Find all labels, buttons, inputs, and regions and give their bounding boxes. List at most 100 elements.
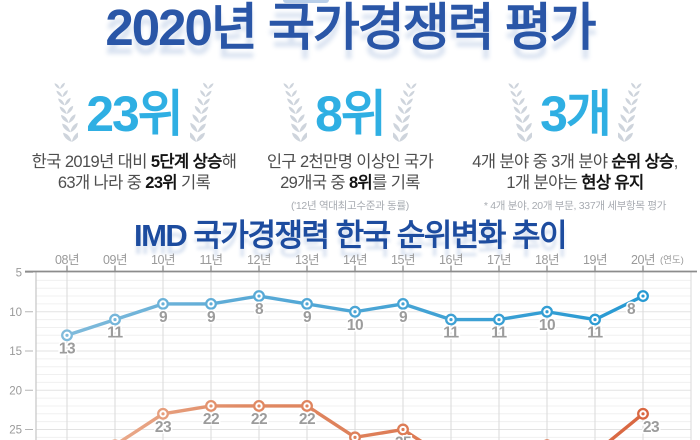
laurel-leaf xyxy=(635,83,642,89)
data-point-center xyxy=(593,318,597,322)
laurel-leaf xyxy=(63,132,73,142)
x-tick-label: 18년 xyxy=(535,253,559,267)
laurel-leaf xyxy=(190,122,198,133)
laurel-leaf xyxy=(518,97,525,106)
laurel-leaf xyxy=(200,106,209,114)
laurel-leaf xyxy=(199,90,206,97)
value-label: 25 xyxy=(395,435,412,440)
laurel-leaf xyxy=(406,98,413,106)
laurel-leaf xyxy=(205,90,212,97)
stat-block-sectors-up: 3개 4개 분야 중 3개 분야 순위 상승, 1개 분야는 현상 유지 * 4개… xyxy=(452,80,698,213)
laurel-leaf xyxy=(189,131,196,142)
laurel-branch xyxy=(392,82,417,142)
laurel-leaf xyxy=(524,122,532,133)
laurel-branch xyxy=(283,82,308,142)
stat-desc: 인구 2천만명 이상인 국가 29개국 중 8위를 기록 xyxy=(250,152,450,194)
laurel-leaf xyxy=(195,132,205,142)
laurel-leaf xyxy=(292,132,301,142)
laurel-leaf xyxy=(393,122,401,133)
data-point-center xyxy=(545,310,549,314)
y-tick-label: 15 xyxy=(9,346,22,358)
x-tick-label: 10년 xyxy=(151,253,175,267)
laurel-leaf xyxy=(515,114,523,123)
laurel-leaf xyxy=(59,106,68,114)
laurel-leaf xyxy=(287,98,294,106)
laurel-leaf xyxy=(402,114,410,123)
x-tick-label: 09년 xyxy=(103,253,127,267)
x-tick-label: 15년 xyxy=(391,253,415,267)
laurel-leaf xyxy=(400,123,409,133)
laurel-branch xyxy=(54,82,79,142)
laurel-leaf xyxy=(61,114,69,123)
value-label: 9 xyxy=(303,309,312,326)
laurel-leaf xyxy=(395,114,403,123)
top-ribbon-decoration xyxy=(283,0,329,3)
stat-head: 23위 xyxy=(12,80,256,148)
data-point-center xyxy=(257,294,261,298)
laurel-leaf xyxy=(54,83,61,89)
value-label: 11 xyxy=(587,325,603,342)
value-label: 22 xyxy=(299,411,315,428)
value-label: 11 xyxy=(107,325,123,342)
data-point-center xyxy=(497,318,501,322)
value-label: 22 xyxy=(203,411,219,428)
data-point-center xyxy=(65,333,69,337)
stat-desc-line: 63개 나라 중 23위 기록 xyxy=(57,174,211,192)
laurel-leaf xyxy=(625,123,634,133)
stat-head: 8위 xyxy=(250,80,450,148)
value-label: 23 xyxy=(643,419,660,436)
value-label: 9 xyxy=(399,309,408,326)
laurel-leaf xyxy=(624,132,633,142)
laurel-leaf xyxy=(295,105,303,114)
laurel-leaf xyxy=(516,123,525,133)
laurel-leaf xyxy=(290,114,298,123)
y-tick-label: 10 xyxy=(9,307,22,319)
stats-section: 23위 한국 2019년 대비 5단계 상승해 63개 나라 중 23위 기록 8… xyxy=(0,80,700,213)
laurel-leaf xyxy=(627,114,635,123)
laurel-leaf xyxy=(60,82,66,89)
laurel-leaf xyxy=(516,90,522,97)
value-label: 13 xyxy=(59,340,76,357)
laurel-leaf xyxy=(631,98,638,106)
x-tick-label: 14년 xyxy=(343,253,367,267)
stat-desc-line: 한국 2019년 대비 5단계 상승해 xyxy=(31,153,237,171)
laurel-leaf xyxy=(199,114,207,123)
x-axis-unit-label: (연도) xyxy=(660,255,684,266)
data-point-center xyxy=(257,404,261,408)
laurel-leaf xyxy=(194,105,201,114)
laurel-leaf xyxy=(197,97,204,106)
stat-desc-line: 4개 분야 중 3개 분야 순위 상승, xyxy=(472,153,678,171)
laurel-leaf xyxy=(283,83,290,89)
value-label: 22 xyxy=(251,411,267,428)
stat-block-population-rank: 8위 인구 2천만명 이상인 국가 29개국 중 8위를 기록 ('12년 역대최… xyxy=(250,80,450,213)
data-point-center xyxy=(353,310,357,314)
value-label: 9 xyxy=(159,309,168,326)
data-point-center xyxy=(161,412,165,416)
data-point-center xyxy=(305,404,309,408)
series-0: 13 11 9 9 8 9 10 9 11 11 10 11 8 xyxy=(57,290,649,359)
laurel-leaf xyxy=(406,82,411,89)
stat-value: 23위 xyxy=(86,86,184,142)
laurel-leaf xyxy=(520,105,528,114)
laurel-leaf xyxy=(525,131,533,142)
rank-trend-chart: 5 10 15 20 25 08년 09년 10년 11년 12년 13년 14년 15년 16년 17년 1… xyxy=(9,253,697,440)
data-point-center xyxy=(353,435,357,439)
data-point-center xyxy=(449,318,453,322)
laurel-leaf xyxy=(197,123,206,133)
laurel-leaf xyxy=(522,114,530,123)
laurel-leaf xyxy=(620,114,628,123)
value-label: 8 xyxy=(627,301,636,318)
laurel-leaf xyxy=(510,90,517,97)
laurel-leaf xyxy=(288,106,296,114)
laurel-leaf xyxy=(408,90,415,97)
x-tick-label: 12년 xyxy=(247,253,271,267)
data-point-center xyxy=(209,404,213,408)
data-point-center xyxy=(161,302,165,306)
laurel-leaf xyxy=(517,132,526,142)
laurel-branch xyxy=(617,82,642,142)
stat-value: 3개 xyxy=(540,86,612,142)
x-tick-label: 19년 xyxy=(583,253,607,267)
laurel-leaf xyxy=(192,114,200,123)
laurel-leaf xyxy=(618,122,626,133)
